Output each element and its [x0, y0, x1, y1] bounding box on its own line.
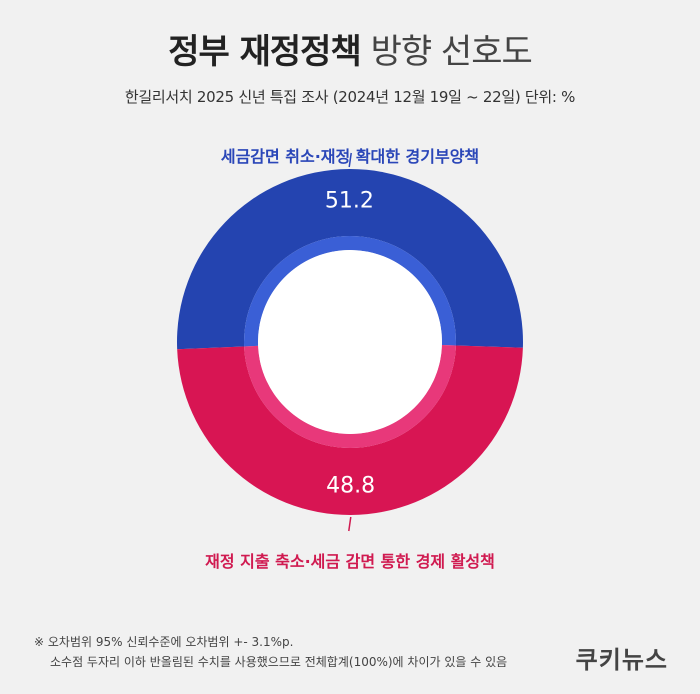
leader-line-2	[348, 516, 352, 532]
footnote-line1: ※ 오차범위 95% 신뢰수준에 오차범위 +- 3.1%p.	[34, 635, 294, 649]
title-light: 방향 선호도	[370, 32, 533, 72]
chart-subtitle: 한길리서치 2025 신년 특집 조사 (2024년 12월 19일 ~ 22일…	[124, 88, 576, 106]
donut-slice-1	[177, 168, 523, 350]
donut-slice-2	[177, 345, 523, 515]
leader-line-1	[348, 152, 352, 168]
chart-title: 정부 재정정책 방향 선호도	[0, 24, 700, 73]
title-bold: 정부 재정정책	[168, 32, 362, 72]
donut-slice-inner-2	[244, 345, 456, 448]
footnote-line2: 소수점 두자리 이하 반올림된 수치를 사용했으므로 전체합계(100%)에 차…	[50, 655, 508, 669]
value-label-2: 48.8	[326, 473, 375, 498]
value-label-1: 51.2	[325, 189, 374, 214]
category-label-2: 재정 지출 축소·세금 감면 통한 경제 활성책	[205, 552, 495, 571]
donut-slices	[177, 168, 523, 515]
category-label-1: 세금감면 취소·재정 확대한 경기부양책	[221, 147, 479, 166]
donut-hole	[258, 250, 442, 434]
donut-slice-inner-1	[243, 235, 456, 347]
footnote: ※ 오차범위 95% 신뢰수준에 오차범위 +- 3.1%p. 소수점 두자리 …	[34, 632, 507, 672]
donut-labels: 51.2 세금감면 취소·재정 확대한 경기부양책 48.8 재정 지출 축소·세금 …	[205, 147, 495, 571]
brand-logo: 쿠키뉴스	[575, 646, 668, 674]
